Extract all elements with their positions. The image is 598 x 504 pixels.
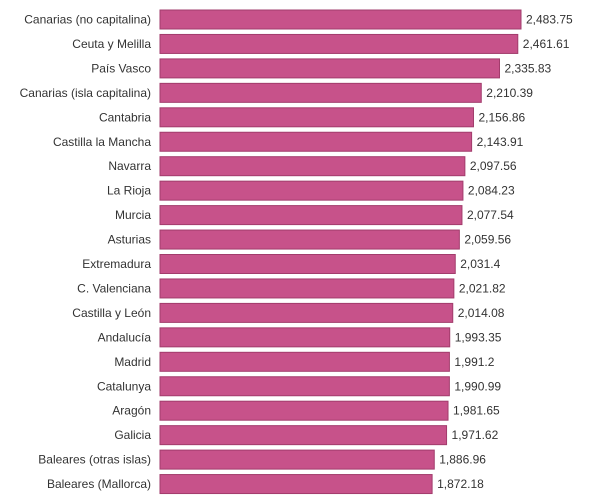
bar — [159, 205, 463, 226]
value-label: 2,335.83 — [505, 61, 552, 75]
bar — [159, 376, 450, 397]
category-label: Castilla la Mancha — [53, 135, 151, 149]
category-label: País Vasco — [91, 61, 151, 75]
value-label: 1,981.65 — [453, 404, 500, 418]
category-label: Aragón — [112, 404, 151, 418]
category-label: Baleares (Mallorca) — [47, 477, 151, 491]
value-label: 2,084.23 — [468, 184, 515, 198]
bar — [159, 33, 519, 54]
value-label: 1,971.62 — [452, 428, 499, 442]
bar — [159, 229, 460, 250]
value-label: 2,021.82 — [459, 281, 506, 295]
value-label: 2,156.86 — [478, 110, 525, 124]
bar — [159, 351, 450, 372]
bar — [159, 107, 474, 128]
value-label: 1,990.99 — [454, 379, 501, 393]
bar — [159, 327, 451, 348]
category-label: Cantabria — [99, 110, 151, 124]
bar — [159, 58, 500, 79]
bar — [159, 254, 456, 274]
bar — [159, 9, 522, 30]
category-label: Andalucía — [98, 330, 152, 344]
value-label: 1,993.35 — [455, 330, 502, 344]
value-label: 2,143.91 — [477, 135, 524, 149]
category-label: Navarra — [108, 159, 151, 173]
bars-layer — [159, 9, 522, 495]
category-label: Murcia — [115, 208, 151, 222]
category-label: Galicia — [114, 428, 151, 442]
category-labels: Canarias (no capitalina) Ceuta y Melilla P… — [20, 13, 152, 492]
value-label: 2,014.08 — [458, 306, 505, 320]
value-label: 2,483.75 — [526, 13, 573, 27]
category-label: Baleares (otras islas) — [38, 453, 151, 467]
bar — [159, 400, 449, 421]
bar — [159, 449, 435, 470]
value-label: 1,886.96 — [439, 453, 486, 467]
value-label: 2,059.56 — [464, 233, 511, 247]
category-label: C. Valenciana — [77, 281, 151, 295]
value-label: 2,210.39 — [486, 86, 533, 100]
bar — [159, 82, 482, 103]
category-label: Asturias — [108, 233, 151, 247]
category-label: Madrid — [114, 355, 151, 369]
value-label: 2,031.4 — [460, 257, 500, 271]
bar — [159, 474, 433, 495]
bar — [159, 302, 454, 323]
bar — [159, 180, 464, 201]
value-label: 1,872.18 — [437, 477, 484, 491]
value-label: 1,991.2 — [454, 355, 494, 369]
category-label: Castilla y León — [72, 306, 151, 320]
category-label: Ceuta y Melilla — [72, 37, 151, 51]
value-label: 2,461.61 — [523, 37, 570, 51]
bar — [159, 131, 473, 152]
category-label: Canarias (no capitalina) — [24, 13, 151, 27]
value-label: 2,097.56 — [470, 159, 517, 173]
bar — [159, 156, 466, 177]
value-labels: 2,483.75 2,461.61 2,335.83 2,210.39 2,156.86… — [437, 13, 573, 492]
bar — [159, 278, 455, 299]
category-label: Extremadura — [82, 257, 151, 271]
value-label: 2,077.54 — [467, 208, 514, 222]
bar — [159, 425, 448, 446]
category-label: Canarias (isla capitalina) — [20, 86, 151, 100]
category-label: Catalunya — [97, 379, 151, 393]
category-label: La Rioja — [107, 184, 151, 198]
